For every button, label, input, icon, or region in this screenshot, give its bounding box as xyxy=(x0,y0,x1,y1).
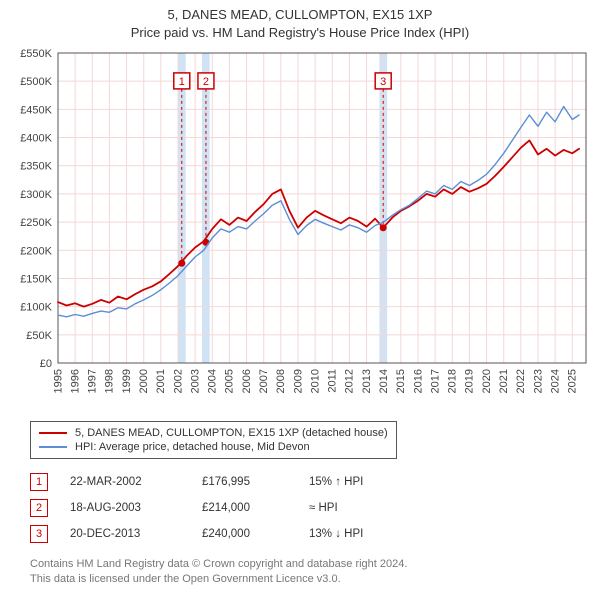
sales-row-3: 3 20-DEC-2013 £240,000 13% ↓ HPI xyxy=(30,521,600,547)
svg-text:1996: 1996 xyxy=(69,369,81,393)
svg-text:2005: 2005 xyxy=(224,369,236,393)
svg-text:2013: 2013 xyxy=(361,369,373,393)
svg-text:2015: 2015 xyxy=(395,369,407,393)
svg-text:£150K: £150K xyxy=(20,274,52,286)
footer-line-2: This data is licensed under the Open Gov… xyxy=(30,572,600,587)
legend-label-hpi: HPI: Average price, detached house, Mid … xyxy=(75,441,310,453)
sale-date-3: 20-DEC-2013 xyxy=(70,528,180,540)
legend-item-subject: 5, DANES MEAD, CULLOMPTON, EX15 1XP (det… xyxy=(39,426,388,440)
svg-text:2009: 2009 xyxy=(292,369,304,393)
svg-text:2012: 2012 xyxy=(344,369,356,393)
svg-text:£550K: £550K xyxy=(20,48,52,60)
sale-hpi-2: ≈ HPI xyxy=(309,502,419,514)
sale-price-1: £176,995 xyxy=(202,476,287,488)
legend-swatch-hpi xyxy=(39,446,67,448)
legend-swatch-subject xyxy=(39,432,67,434)
sale-date-2: 18-AUG-2003 xyxy=(70,502,180,514)
svg-text:£200K: £200K xyxy=(20,245,52,257)
legend-item-hpi: HPI: Average price, detached house, Mid … xyxy=(39,440,388,454)
svg-text:2: 2 xyxy=(203,76,209,88)
sale-hpi-1: 15% ↑ HPI xyxy=(309,476,419,488)
svg-text:1997: 1997 xyxy=(87,369,99,393)
svg-text:£450K: £450K xyxy=(20,104,52,116)
title-line-2: Price paid vs. HM Land Registry's House … xyxy=(8,24,592,42)
sales-table: 1 22-MAR-2002 £176,995 15% ↑ HPI 2 18-AU… xyxy=(30,469,600,547)
svg-text:2007: 2007 xyxy=(258,369,270,393)
chart-area: £0 £50K £100K £150K £200K £250K £300K £350K £400… xyxy=(0,43,600,413)
sales-row-2: 2 18-AUG-2003 £214,000 ≈ HPI xyxy=(30,495,600,521)
svg-text:1998: 1998 xyxy=(104,369,116,393)
svg-text:2011: 2011 xyxy=(327,369,339,393)
svg-text:2024: 2024 xyxy=(549,369,561,393)
svg-text:2001: 2001 xyxy=(155,369,167,393)
sale-marker-3: 3 xyxy=(30,525,48,543)
legend: 5, DANES MEAD, CULLOMPTON, EX15 1XP (det… xyxy=(30,421,397,459)
svg-text:1995: 1995 xyxy=(52,369,64,393)
svg-text:2016: 2016 xyxy=(412,369,424,393)
svg-text:2021: 2021 xyxy=(498,369,510,393)
svg-text:2020: 2020 xyxy=(481,369,493,393)
svg-text:2002: 2002 xyxy=(172,369,184,393)
svg-text:2017: 2017 xyxy=(429,369,441,393)
svg-text:2003: 2003 xyxy=(189,369,201,393)
sale-price-3: £240,000 xyxy=(202,528,287,540)
svg-text:2008: 2008 xyxy=(275,369,287,393)
title-line-1: 5, DANES MEAD, CULLOMPTON, EX15 1XP xyxy=(8,6,592,24)
sale-price-2: £214,000 xyxy=(202,502,287,514)
sale-marker-2: 2 xyxy=(30,499,48,517)
sale-marker-1: 1 xyxy=(30,473,48,491)
svg-text:3: 3 xyxy=(380,76,386,88)
footer-note: Contains HM Land Registry data © Crown c… xyxy=(30,557,600,595)
svg-text:2006: 2006 xyxy=(241,369,253,393)
title-block: 5, DANES MEAD, CULLOMPTON, EX15 1XP Pric… xyxy=(0,0,600,43)
svg-text:1: 1 xyxy=(179,76,185,88)
svg-text:2023: 2023 xyxy=(532,369,544,393)
svg-text:2010: 2010 xyxy=(309,369,321,393)
svg-text:£0: £0 xyxy=(40,358,52,370)
svg-text:2000: 2000 xyxy=(138,369,150,393)
chart-svg: £0 £50K £100K £150K £200K £250K £300K £350K £400… xyxy=(0,43,600,413)
legend-label-subject: 5, DANES MEAD, CULLOMPTON, EX15 1XP (det… xyxy=(75,427,388,439)
svg-text:£400K: £400K xyxy=(20,133,52,145)
sales-row-1: 1 22-MAR-2002 £176,995 15% ↑ HPI xyxy=(30,469,600,495)
svg-text:£350K: £350K xyxy=(20,161,52,173)
svg-text:£300K: £300K xyxy=(20,189,52,201)
sale-hpi-3: 13% ↓ HPI xyxy=(309,528,419,540)
svg-text:2004: 2004 xyxy=(207,369,219,393)
svg-text:2018: 2018 xyxy=(447,369,459,393)
footer-line-1: Contains HM Land Registry data © Crown c… xyxy=(30,557,600,572)
sale-date-1: 22-MAR-2002 xyxy=(70,476,180,488)
svg-text:£500K: £500K xyxy=(20,76,52,88)
svg-text:£50K: £50K xyxy=(26,330,52,342)
svg-text:2022: 2022 xyxy=(515,369,527,393)
svg-text:2014: 2014 xyxy=(378,369,390,393)
svg-text:£250K: £250K xyxy=(20,217,52,229)
svg-text:2019: 2019 xyxy=(464,369,476,393)
chart-container: 5, DANES MEAD, CULLOMPTON, EX15 1XP Pric… xyxy=(0,0,600,595)
svg-text:1999: 1999 xyxy=(121,369,133,393)
svg-text:£100K: £100K xyxy=(20,302,52,314)
svg-text:2025: 2025 xyxy=(567,369,579,393)
